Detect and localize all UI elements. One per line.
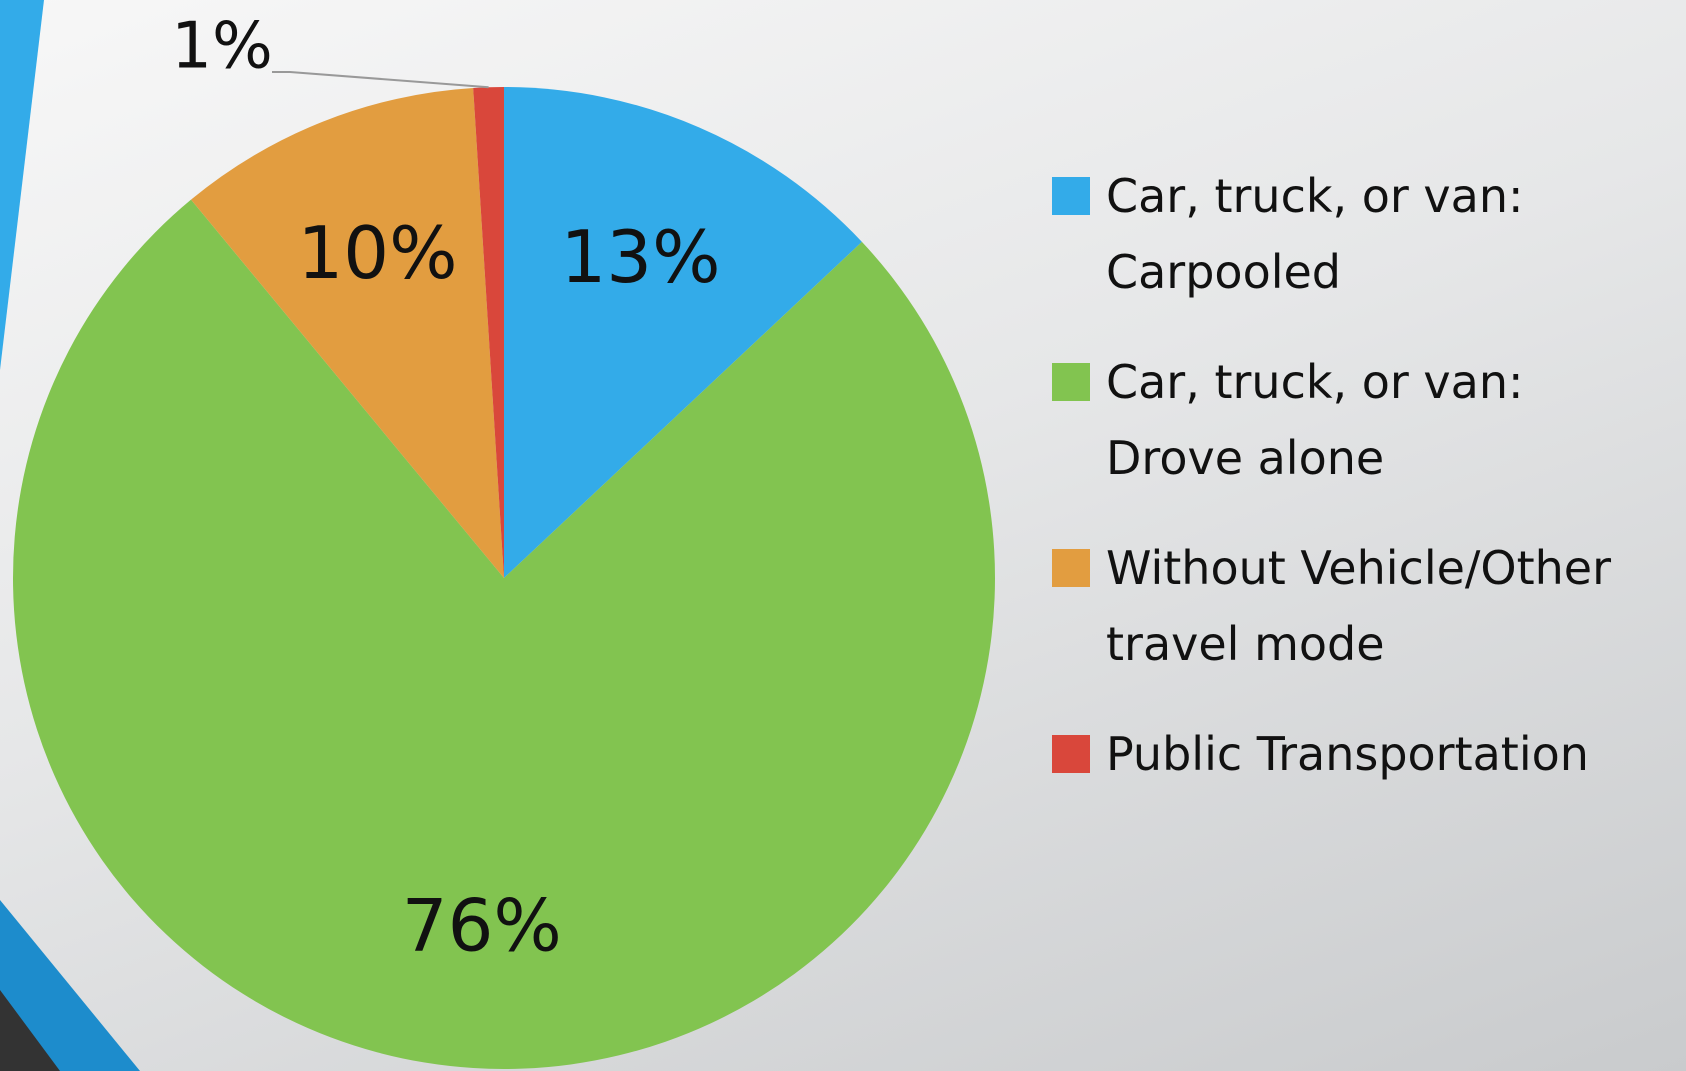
decor-stripe bbox=[0, 0, 44, 370]
legend-item: Public Transportation bbox=[1052, 716, 1672, 792]
data-label: 76% bbox=[402, 883, 562, 967]
pie: 13% 76% 10% 1% bbox=[13, 10, 996, 1070]
legend-label: Car, truck, or van: Drove alone bbox=[1106, 355, 1524, 485]
legend-swatch bbox=[1052, 735, 1090, 773]
legend-swatch bbox=[1052, 177, 1090, 215]
pie-slice bbox=[473, 87, 504, 578]
legend-label: Car, truck, or van: Carpooled bbox=[1106, 169, 1524, 299]
pie-slice bbox=[504, 87, 862, 578]
legend-item: Car, truck, or van: Carpooled bbox=[1052, 158, 1672, 310]
legend-swatch bbox=[1052, 549, 1090, 587]
data-label: 13% bbox=[560, 215, 720, 299]
legend: Car, truck, or van: Carpooled Car, truck,… bbox=[1052, 158, 1672, 792]
leader-line bbox=[272, 71, 489, 89]
decor-corner-dark bbox=[0, 990, 60, 1071]
data-label: 1% bbox=[171, 10, 273, 84]
legend-label: Without Vehicle/Other travel mode bbox=[1106, 541, 1612, 671]
legend-label: Public Transportation bbox=[1106, 727, 1589, 781]
decor-corner bbox=[0, 900, 140, 1071]
data-label: 10% bbox=[297, 211, 457, 295]
legend-swatch bbox=[1052, 363, 1090, 401]
pie-slice bbox=[13, 199, 996, 1070]
legend-item: Car, truck, or van: Drove alone bbox=[1052, 344, 1672, 496]
legend-item: Without Vehicle/Other travel mode bbox=[1052, 530, 1672, 682]
pie-slice bbox=[191, 87, 504, 579]
